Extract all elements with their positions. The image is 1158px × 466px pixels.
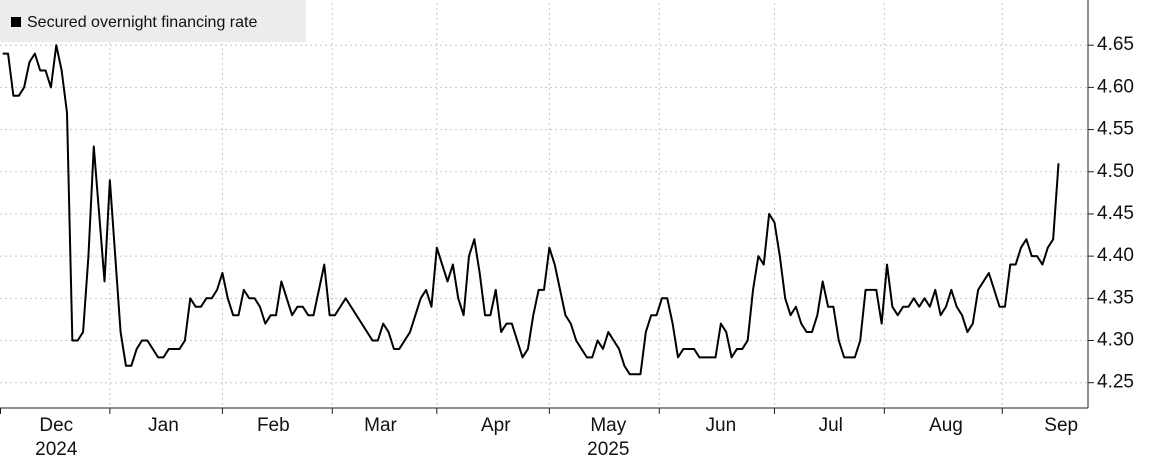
x-tick-label: Jul [819, 415, 843, 436]
x-tick-label: Sep [1044, 415, 1078, 436]
y-tick-label: 4.45 [1097, 203, 1134, 224]
y-tick-label: 4.55 [1097, 119, 1134, 140]
x-tick-label: May [590, 415, 626, 436]
legend-swatch [11, 17, 21, 27]
y-tick-label: 4.40 [1097, 245, 1134, 266]
x-tick-label: Jun [706, 415, 737, 436]
y-tick-label: 4.65 [1097, 34, 1134, 55]
y-tick-label: 4.25 [1097, 372, 1134, 393]
series-line [2, 44, 1060, 376]
legend-label: Secured overnight financing rate [27, 14, 257, 31]
x-tick-label: Aug [929, 415, 963, 436]
x-tick-label: Jan [148, 415, 179, 436]
y-tick-label: 4.35 [1097, 287, 1134, 308]
y-tick-label: 4.50 [1097, 161, 1134, 182]
y-tick-label: 4.60 [1097, 76, 1134, 97]
x-tick-label: Feb [257, 415, 290, 436]
y-tick-label: 4.30 [1097, 330, 1134, 351]
year-label: 2024 [35, 439, 78, 460]
x-tick-label: Apr [481, 415, 511, 436]
year-label: 2025 [587, 439, 629, 460]
legend-box [0, 0, 306, 42]
x-tick-label: Dec [39, 415, 73, 436]
x-tick-label: Mar [364, 415, 397, 436]
